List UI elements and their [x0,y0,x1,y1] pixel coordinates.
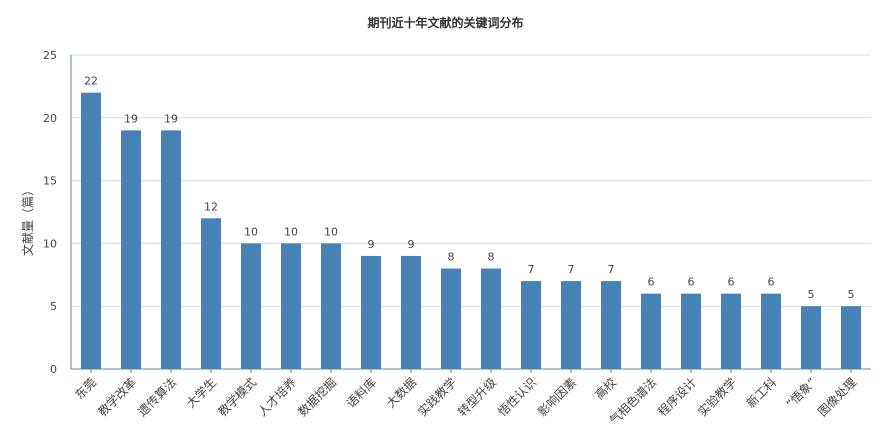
data-label: 12 [204,200,218,213]
data-label: 9 [368,238,375,251]
data-label: 6 [688,276,695,289]
data-label: 19 [124,112,138,125]
x-tick-label: 高校 [592,375,620,403]
x-tick-label: 影响因素 [535,375,580,420]
data-label: 19 [164,112,178,125]
bar [641,293,661,369]
data-label: 6 [768,276,775,289]
bar [81,92,101,370]
x-tick-label: “悟象” [783,375,819,411]
data-label: 8 [488,251,495,264]
x-tick-label: 大学生 [183,375,219,411]
data-label: 7 [528,263,535,276]
bar [121,130,141,369]
bar [201,218,221,369]
bar [401,255,421,369]
x-tick-label: 数据挖掘 [295,375,340,420]
bar [241,243,261,369]
x-tick-label: 教学改革 [95,375,140,420]
y-axis-label: 文献量（篇） [20,184,35,256]
y-tick-label: 25 [43,49,57,62]
data-label: 8 [448,251,455,264]
x-tick-label: 转型升级 [455,375,500,420]
bar [721,293,741,369]
x-tick-label: 人才培养 [255,375,300,420]
bar [761,293,781,369]
y-tick-label: 0 [50,363,57,376]
bar [481,268,501,369]
x-tick-label: 大数据 [383,375,419,411]
data-label: 6 [648,276,655,289]
bar [281,243,301,369]
y-tick-label: 5 [50,300,57,313]
chart-title: 期刊近十年文献的关键词分布 [367,16,524,30]
data-label: 6 [728,276,735,289]
data-label: 22 [84,75,98,88]
bar [681,293,701,369]
x-tick-label: 教学模式 [215,375,260,420]
x-tick-label: 新工科 [743,375,779,411]
data-label: 9 [408,238,415,251]
bar [561,281,581,369]
bar [601,281,621,369]
data-label: 10 [324,225,338,238]
x-tick-label: 图像处理 [815,375,859,419]
bar [361,255,381,369]
bar [321,243,341,369]
y-tick-label: 20 [43,112,57,125]
y-tick-label: 10 [43,237,57,250]
data-label: 5 [808,288,815,301]
data-label: 10 [244,225,258,238]
x-tick-label: 东莞 [72,375,99,402]
bar [801,306,821,369]
x-tick-label: 遗传算法 [135,375,180,420]
y-tick-label: 15 [43,175,57,188]
data-label: 7 [568,263,575,276]
data-label: 7 [608,263,615,276]
x-tick-label: 实验教学 [695,375,740,420]
data-label: 10 [284,225,298,238]
x-tick-label: 程序设计 [655,375,700,420]
x-tick-label: 实践教学 [415,375,460,420]
bar [521,281,541,369]
x-tick-label: 悟性认识 [495,375,540,420]
bar [161,130,181,369]
x-tick-label: 语料库 [343,375,379,411]
bar [441,268,461,369]
bar [841,306,861,369]
data-label: 5 [848,288,855,301]
